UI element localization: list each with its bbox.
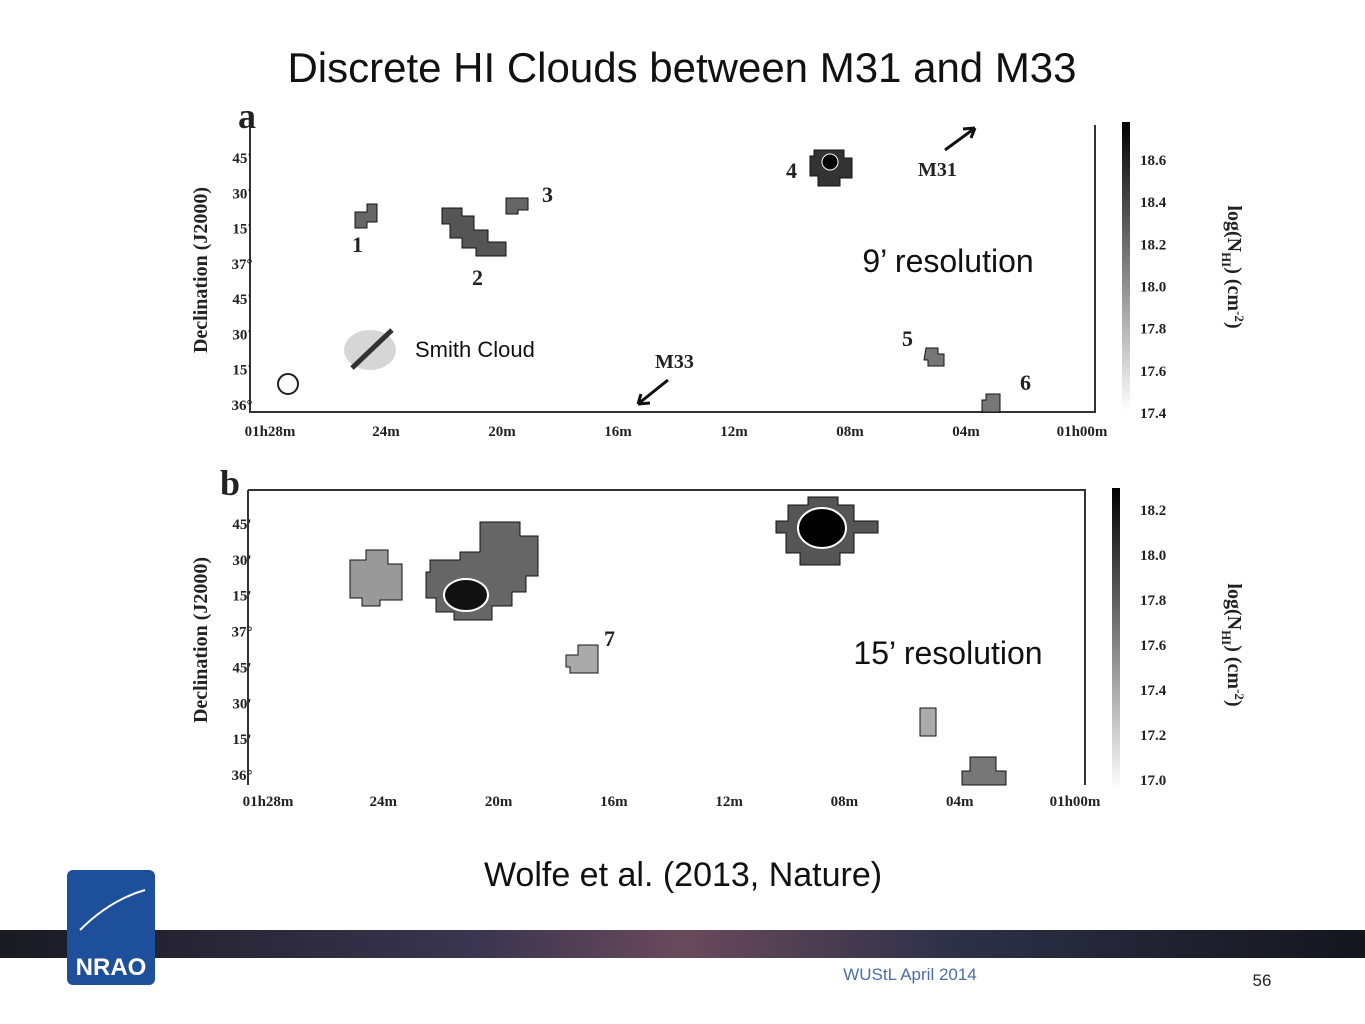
colorbar-tick-label: 17.0 (1140, 773, 1166, 789)
annotation: 6 (1020, 370, 1031, 395)
annotation: Smith Cloud (415, 337, 535, 362)
panel-label: b (220, 463, 240, 503)
y-tick-label: 15' (232, 589, 251, 605)
y-axis-label: Declination (J2000) (190, 557, 212, 723)
panel-a-image (249, 125, 1096, 413)
annotation: M31 (918, 159, 957, 181)
x-tick-label: 04m (946, 794, 974, 810)
colorbar-label-part: ) (1223, 700, 1245, 707)
colorbar-label-part: HI (1219, 630, 1234, 645)
colorbar-tick-label: 17.4 (1140, 683, 1167, 699)
logo: NRAO (67, 870, 155, 985)
colorbar-label: log(NHI) (cm-2) (1219, 583, 1247, 706)
citation: Wolfe et al. (2013, Nature) (484, 856, 882, 894)
colorbar-tick-label: 17.2 (1140, 728, 1166, 744)
colorbar-tick-label: 18.0 (1140, 280, 1166, 296)
colorbar-label-part: HI (1219, 252, 1234, 267)
annotation: 2 (472, 265, 483, 290)
x-tick-label: 20m (485, 794, 513, 810)
y-tick-label: 45' (232, 517, 251, 533)
colorbar-tick-label: 17.8 (1140, 593, 1166, 609)
y-tick-label: 45' (232, 660, 251, 676)
colorbar-label-part: log(N (1223, 205, 1245, 252)
y-tick-label: 30' (232, 696, 251, 712)
slide-title: Discrete HI Clouds between M31 and M33 (287, 44, 1076, 91)
panel-b-image (247, 489, 1086, 786)
x-tick-label: 04m (952, 424, 980, 440)
annotation: 3 (542, 182, 553, 207)
colorbar-label-part: -2 (1232, 311, 1247, 322)
colorbar-tick-label: 18.2 (1140, 237, 1166, 253)
colorbar-label-part: -2 (1232, 689, 1247, 700)
annotation: 1 (352, 232, 363, 257)
colorbar-tick-label: 18.6 (1140, 153, 1167, 169)
colorbar-tick-label: 17.4 (1140, 406, 1167, 422)
y-tick-label: 15' (232, 732, 251, 748)
y-tick-label: 37° (232, 625, 253, 641)
colorbar-tick-label: 17.6 (1140, 364, 1167, 380)
x-tick-label: 01h28m (243, 794, 294, 810)
colorbar-tick-label: 18.0 (1140, 548, 1166, 564)
colorbar-label-part: ) (cm (1223, 645, 1245, 689)
annotation: M33 (655, 351, 694, 373)
colorbar-tick-label: 17.6 (1140, 638, 1167, 654)
x-tick-label: 24m (372, 424, 400, 440)
colorbar-a (1122, 122, 1130, 412)
colorbar-b (1112, 488, 1120, 790)
y-tick-label: 15' (232, 363, 251, 379)
colorbar-tick-label: 17.8 (1140, 322, 1166, 338)
x-tick-label: 08m (836, 424, 864, 440)
y-axis-label: Declination (J2000) (190, 187, 212, 353)
y-tick-label: 15' (232, 222, 251, 238)
y-tick-label: 30' (232, 186, 251, 202)
x-tick-label: 20m (488, 424, 516, 440)
colorbar-tick-label: 18.2 (1140, 503, 1166, 519)
page-number: 56 (1253, 971, 1272, 990)
y-tick-label: 36° (232, 768, 253, 784)
x-tick-label: 16m (600, 794, 628, 810)
x-tick-label: 01h00m (1050, 794, 1101, 810)
y-tick-label: 30' (232, 327, 251, 343)
y-tick-label: 37° (232, 257, 253, 273)
colorbar-label-part: ) (cm (1223, 267, 1245, 311)
x-tick-label: 01h00m (1057, 424, 1108, 440)
annotation: 7 (604, 626, 615, 651)
x-tick-label: 01h28m (245, 424, 296, 440)
y-tick-label: 45' (232, 292, 251, 308)
footer-text: WUStL April 2014 (843, 965, 977, 984)
panel-label: a (238, 96, 256, 136)
logo-text: NRAO (76, 954, 147, 981)
footer-band (0, 930, 1365, 958)
colorbar-label: log(NHI) (cm-2) (1219, 205, 1247, 328)
y-tick-label: 36° (232, 398, 253, 414)
resolution-label: 15’ resolution (853, 635, 1042, 671)
annotation: 5 (902, 326, 913, 351)
x-tick-label: 12m (715, 794, 743, 810)
colorbar-tick-label: 18.4 (1140, 195, 1167, 211)
x-tick-label: 24m (370, 794, 398, 810)
colorbar-label-part: ) (1223, 322, 1245, 329)
y-tick-label: 45' (232, 151, 251, 167)
x-tick-label: 16m (604, 424, 632, 440)
x-tick-label: 08m (831, 794, 859, 810)
annotation: 4 (786, 158, 797, 183)
y-tick-label: 30' (232, 553, 251, 569)
resolution-label: 9’ resolution (862, 243, 1033, 279)
x-tick-label: 12m (720, 424, 748, 440)
colorbar-label-part: log(N (1223, 583, 1245, 630)
